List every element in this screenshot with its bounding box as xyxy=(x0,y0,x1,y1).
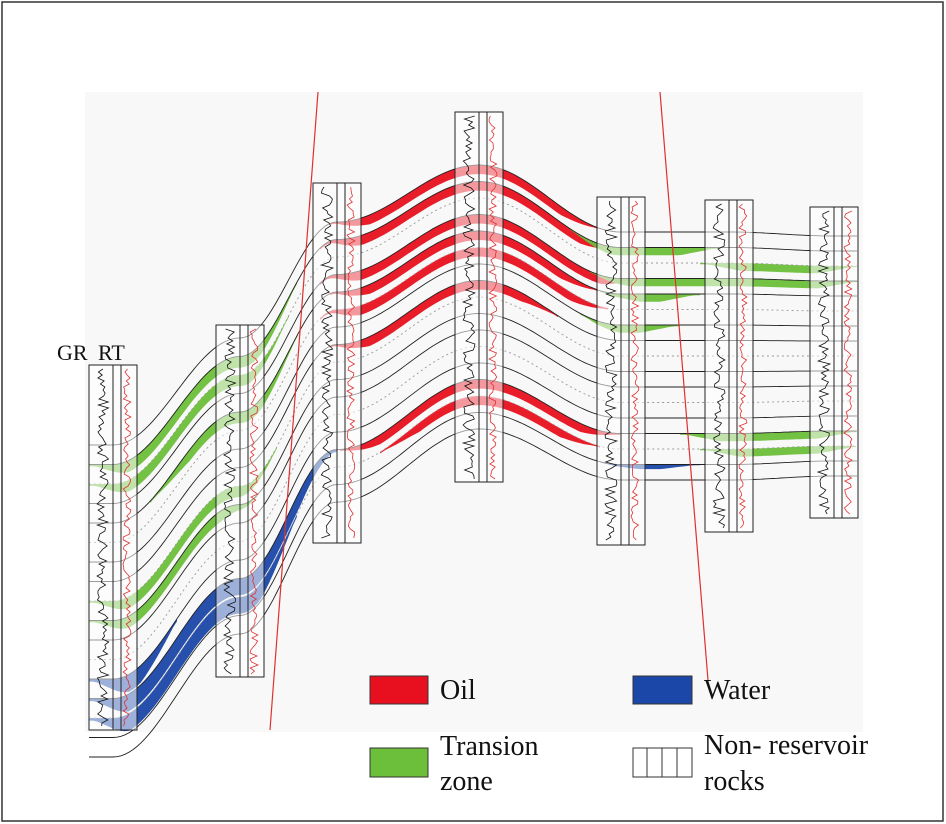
rt-log xyxy=(488,115,498,480)
transition-swatch xyxy=(369,747,429,778)
fault xyxy=(269,91,319,731)
legend-label: Transion xyxy=(440,731,539,762)
rt-log xyxy=(122,368,132,727)
legend-label: Oil xyxy=(440,675,476,706)
legend-label: zone xyxy=(440,766,493,797)
reservoir-band xyxy=(380,396,600,454)
legend-label: Non- reservoir xyxy=(704,730,869,761)
water-swatch xyxy=(632,675,693,705)
legend-label: Water xyxy=(704,675,771,706)
gr-log xyxy=(96,368,110,727)
gr-log xyxy=(461,115,476,480)
rt-log xyxy=(630,200,640,541)
non-reservoir-swatch xyxy=(632,747,693,778)
reservoir-band xyxy=(600,290,700,302)
rt-log xyxy=(738,203,748,529)
rt-log xyxy=(248,328,260,675)
gr-log xyxy=(320,186,335,539)
oil-swatch xyxy=(369,675,429,705)
rt-log xyxy=(843,210,853,515)
gr-label: GR xyxy=(57,340,88,365)
gr-log xyxy=(712,203,727,529)
reservoir-band xyxy=(89,449,337,712)
rt-label: RT xyxy=(98,340,125,365)
legend-label: rocks xyxy=(704,766,765,797)
gr-log xyxy=(816,210,832,515)
gr-log xyxy=(603,200,619,541)
wells xyxy=(88,111,859,731)
rt-log xyxy=(346,186,356,539)
reservoir-band xyxy=(330,280,558,348)
fault xyxy=(659,91,709,681)
gr-log xyxy=(223,328,237,675)
